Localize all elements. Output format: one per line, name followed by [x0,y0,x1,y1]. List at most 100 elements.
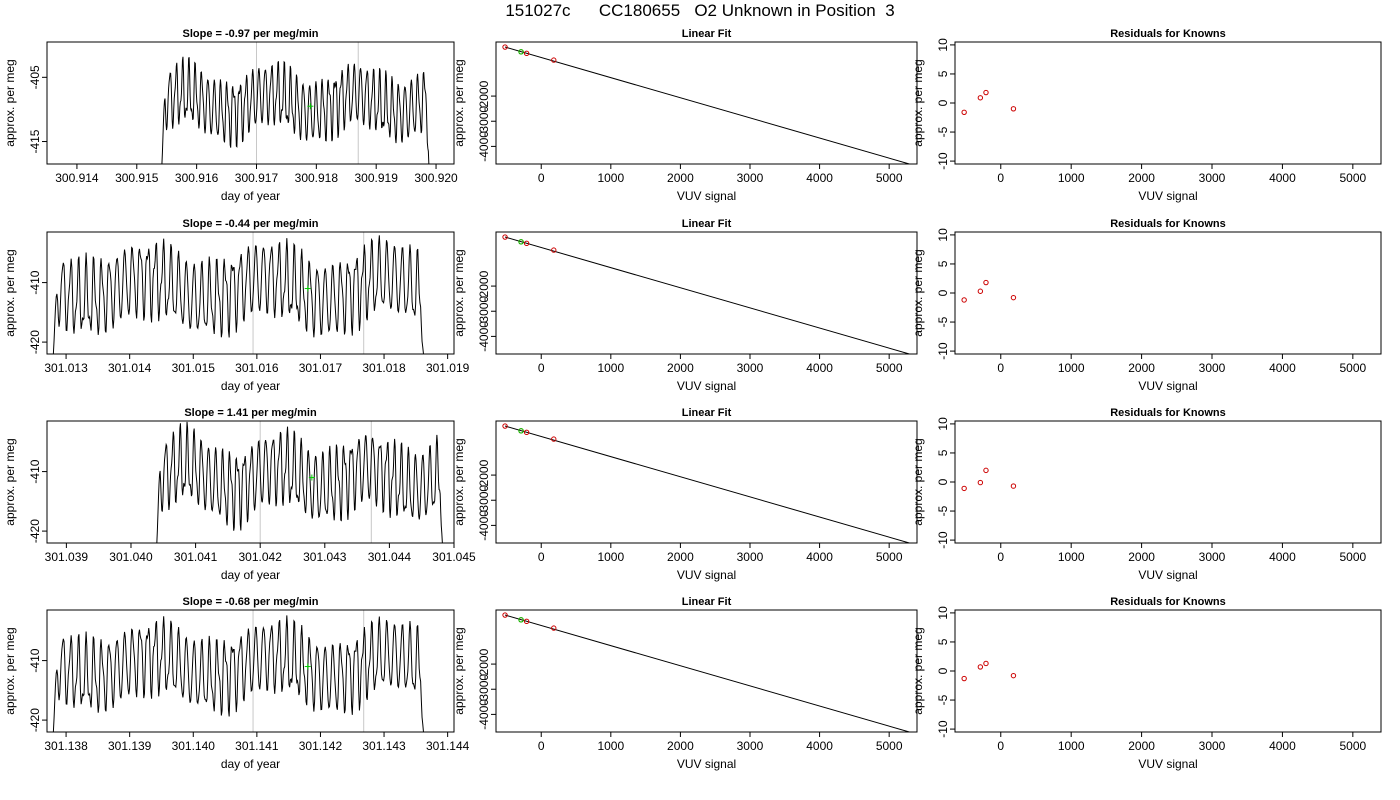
y-tick-label: -10 [936,531,950,549]
x-axis-label: VUV signal [677,189,736,203]
data-point [977,664,984,670]
data-point [551,625,557,631]
y-tick-label: -2000 [477,80,491,111]
data-point [551,436,557,442]
y-axis-label: approx. per meg [3,59,17,146]
data-point [502,44,508,50]
fit-line [504,425,910,543]
panel-linear-fit-2: Linear Fit 0 1000 2000 3000 4000 5000 -2000-300… [452,218,918,393]
x-tick-label: 300.919 [354,171,398,185]
y-tick-label: -10 [936,152,950,170]
plot-frame [46,41,455,165]
x-tick-label: 5000 [1339,550,1366,564]
panel-residuals-1: Residuals for Knowns 0 1000 2000 3000 4000 500… [911,28,1382,203]
x-axis-label: VUV signal [1138,379,1197,393]
x-tick-label: 2000 [667,739,694,753]
x-tick-label: 0 [538,739,545,753]
x-tick-label: 300.917 [235,171,279,185]
data-point [551,247,557,253]
panel-residuals-4: Residuals for Knowns 0 1000 2000 3000 4000 500… [911,596,1382,771]
x-axis-label: VUV signal [677,568,736,582]
plot-frame [954,609,1382,733]
plot-area [502,234,910,354]
x-tick-label: 0 [997,739,1004,753]
x-tick-label: 301.041 [174,550,218,564]
x-tick-label: 4000 [1269,550,1296,564]
plot-area [502,612,910,732]
plot-area [961,89,1017,115]
x-tick-label: 1000 [597,550,624,564]
x-tick-label: 5000 [876,739,903,753]
y-tick-label: -2000 [477,648,491,679]
data-point [977,479,984,486]
y-tick-label: 10 [936,417,950,431]
x-tick-label: 300.920 [414,171,458,185]
x-tick-label: 301.044 [368,550,412,564]
data-point [961,675,967,682]
data-point [983,660,989,667]
y-tick-label: -420 [28,708,42,732]
y-axis-label: approx. per meg [911,627,925,714]
y-tick-label: 5 [936,260,950,267]
panel-title: Residuals for Knowns [1110,28,1226,40]
y-tick-label: -5 [936,126,950,137]
plot-frame [495,420,918,544]
x-tick-label: 301.143 [362,739,406,753]
y-tick-label: -410 [28,459,42,483]
x-tick-label: 0 [997,171,1004,185]
x-axis-label: VUV signal [1138,757,1197,771]
y-axis-label: approx. per meg [452,249,466,336]
highlight-point [518,617,524,623]
plot-area [961,279,1017,303]
x-tick-label: 300.915 [115,171,159,185]
x-tick-label: 3000 [737,739,764,753]
y-tick-label: -3000 [477,485,491,516]
plot-frame [954,231,1382,355]
x-tick-label: 4000 [806,361,833,375]
panel-linear-fit-1: Linear Fit 0 1000 2000 3000 4000 5000 -2000-300… [452,28,918,203]
panel-title: Slope = -0.97 per meg/min [182,28,318,40]
panel-linear-fit-3: Linear Fit 0 1000 2000 3000 4000 5000 -2000-300… [452,407,918,582]
x-tick-label: 0 [997,550,1004,564]
y-tick-label: 5 [936,70,950,77]
panel-residuals-3: Residuals for Knowns 0 1000 2000 3000 4000 500… [911,407,1382,582]
x-tick-label: 4000 [806,550,833,564]
y-tick-label: 0 [936,289,950,296]
y-tick-label: 0 [936,667,950,674]
series-line [52,235,424,354]
y-tick-label: -3000 [477,674,491,705]
y-tick-label: -4000 [477,321,491,352]
panel-time-series-1: Slope = -0.97 per meg/min 300.914 300.915 3… [3,28,458,203]
x-tick-label: 301.016 [235,361,279,375]
x-tick-label: 4000 [1269,361,1296,375]
y-tick-label: -3000 [477,106,491,137]
figure-title: 151027c CC180655 O2 Unknown in Position … [505,1,895,20]
fit-line [504,614,910,732]
y-tick-label: -4000 [477,510,491,541]
y-axis-label: approx. per meg [911,59,925,146]
x-tick-label: 301.040 [109,550,153,564]
data-point [523,618,530,625]
x-tick-label: 2000 [1128,550,1155,564]
data-point [977,95,984,101]
x-tick-label: 301.045 [432,550,476,564]
y-axis-label: approx. per meg [452,438,466,525]
panel-title: Linear Fit [682,28,732,40]
plot-area [961,467,1017,492]
panel-title: Residuals for Knowns [1110,218,1226,230]
x-tick-label: 300.914 [55,171,99,185]
y-tick-label: -415 [28,129,42,153]
x-tick-label: 2000 [667,550,694,564]
x-tick-label: 4000 [1269,739,1296,753]
panel-title: Slope = -0.68 per meg/min [182,596,318,608]
plot-frame [46,231,455,355]
panel-title: Residuals for Knowns [1110,407,1226,419]
x-tick-label: 1000 [597,739,624,753]
x-tick-label: 2000 [1128,739,1155,753]
x-tick-label: 301.019 [426,361,470,375]
y-tick-label: 10 [936,38,950,52]
y-tick-label: -10 [936,342,950,360]
data-point [523,50,530,57]
x-tick-label: 301.144 [426,739,470,753]
y-axis-label: approx. per meg [3,627,17,714]
